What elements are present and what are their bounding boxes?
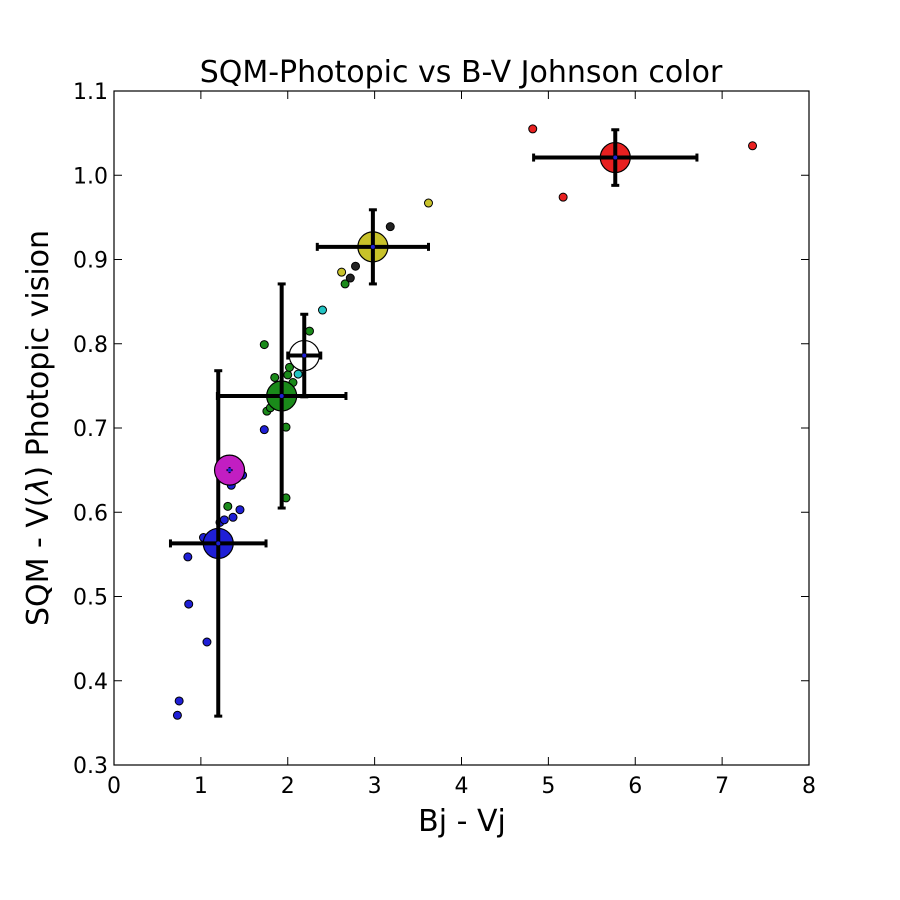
y-tick-label: 1.1: [73, 80, 108, 105]
data-point: [219, 515, 229, 525]
data-point: [304, 326, 314, 336]
y-tick-label: 0.9: [73, 249, 108, 274]
chart-title: SQM-Photopic vs B-V Johnson color: [200, 55, 723, 90]
mean-center-dot: [613, 155, 618, 160]
data-point: [318, 305, 327, 315]
data-point: [284, 362, 294, 372]
mean-center-dot: [279, 393, 284, 398]
data-point: [558, 192, 568, 202]
data-point: [259, 340, 269, 350]
data-point: [528, 124, 538, 134]
y-tick-label: 0.5: [73, 586, 108, 611]
data-point: [340, 279, 350, 289]
x-tick-label: 7: [715, 774, 729, 799]
data-point: [748, 141, 758, 151]
mean-center-dot: [227, 468, 232, 473]
y-axis-title-part-1: SQM - V(: [21, 495, 56, 626]
data-point: [423, 198, 433, 208]
x-tick-label: 6: [628, 774, 642, 799]
y-axis-title-lambda: λ: [21, 478, 56, 498]
x-tick-label: 5: [541, 774, 555, 799]
mean-center-dot: [370, 244, 375, 249]
mean-center-dot: [216, 541, 221, 546]
data-point: [184, 599, 194, 609]
data-point: [293, 369, 303, 379]
y-tick-label: 0.4: [73, 670, 108, 695]
y-axis-title: SQM - V(λ) Photopic vision: [21, 230, 56, 626]
data-point: [202, 637, 212, 647]
y-tick-label: 0.3: [73, 754, 108, 779]
y-tick-label: 1.0: [73, 164, 108, 189]
data-point: [283, 370, 293, 380]
data-point: [337, 267, 347, 277]
x-tick-label: 3: [368, 774, 382, 799]
y-axis-title-part-2: ) Photopic vision: [21, 230, 56, 478]
x-tick-label: 8: [802, 774, 816, 799]
mean-center-dot: [302, 353, 307, 358]
data-point: [270, 372, 280, 382]
data-point: [259, 425, 269, 435]
data-point: [223, 501, 233, 511]
x-tick-label: 4: [455, 774, 469, 799]
x-tick-label: 1: [194, 774, 208, 799]
data-point: [345, 273, 355, 283]
x-tick-label: 2: [281, 774, 295, 799]
data-point: [235, 505, 245, 515]
y-tick-label: 0.6: [73, 501, 108, 526]
data-point: [228, 512, 238, 522]
x-axis-title: Bj - Vj: [418, 804, 506, 839]
data-point: [172, 710, 182, 720]
y-tick-label: 0.7: [73, 417, 108, 442]
data-point: [174, 696, 184, 706]
data-point: [351, 261, 361, 271]
y-tick-label: 0.8: [73, 333, 108, 358]
x-tick-label: 0: [107, 774, 121, 799]
data-point: [385, 222, 395, 232]
data-point: [183, 552, 193, 562]
